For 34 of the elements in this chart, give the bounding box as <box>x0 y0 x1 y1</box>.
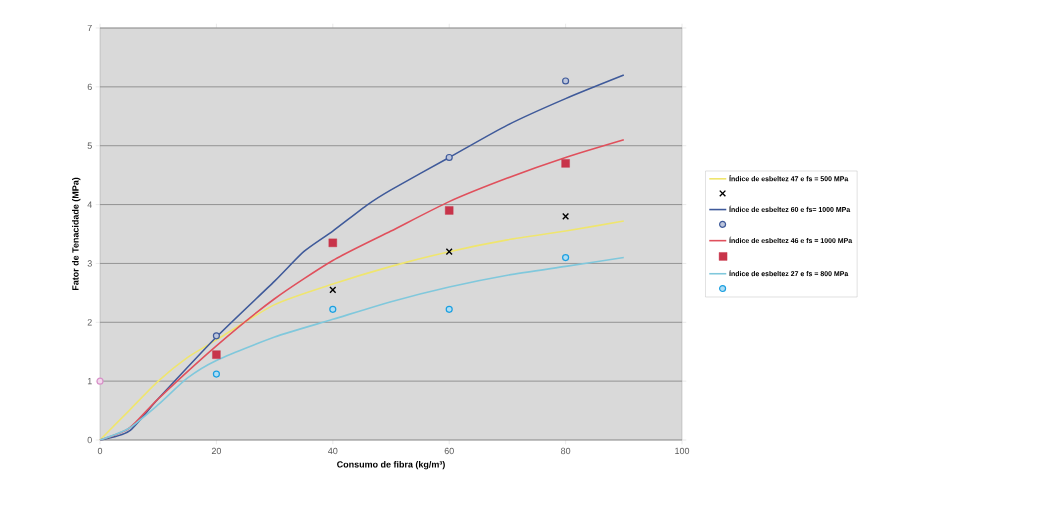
point <box>212 350 221 359</box>
point <box>445 248 453 256</box>
y-tick-label: 5 <box>87 142 92 149</box>
x-tick-label: 40 <box>328 447 338 455</box>
y-tick-label: 1 <box>87 378 92 385</box>
x-tick-label: 20 <box>211 447 222 455</box>
x-tick-label: 60 <box>444 447 454 455</box>
point <box>329 286 337 294</box>
point <box>329 305 337 313</box>
y-tick-label: 6 <box>87 83 92 91</box>
point <box>561 159 570 168</box>
x-tick-label: 100 <box>675 447 690 455</box>
point <box>328 238 337 248</box>
point <box>96 377 104 385</box>
point <box>445 153 453 162</box>
x-tick-label: 80 <box>561 447 571 455</box>
y-tick-label: 3 <box>87 260 92 267</box>
line-series <box>99 74 625 441</box>
line-series <box>99 256 625 441</box>
point <box>445 206 454 215</box>
point <box>562 212 570 220</box>
y-axis-title: Fator de Tenacidade (MPa) <box>72 177 81 291</box>
y-tick-label: 4 <box>87 201 92 208</box>
line-series <box>99 220 625 441</box>
y-tick-label: 2 <box>87 319 92 326</box>
point <box>212 370 220 378</box>
point <box>212 332 220 340</box>
point <box>562 77 570 85</box>
x-axis-title: Consumo de fibra (kg/m³) <box>337 460 445 470</box>
y-tick-label: 0 <box>87 436 92 444</box>
x-tick-label: 0 <box>97 447 103 455</box>
point <box>562 253 570 262</box>
y-tick-label: 7 <box>87 24 92 32</box>
point <box>445 305 453 313</box>
